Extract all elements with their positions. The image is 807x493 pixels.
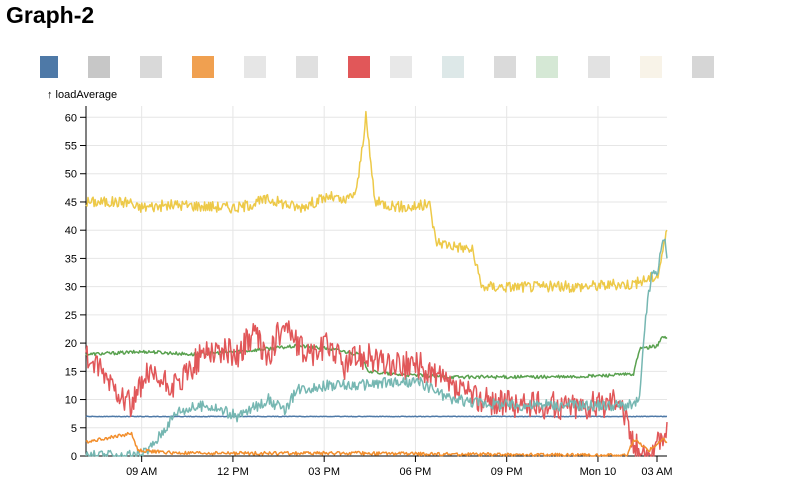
series-line xyxy=(85,431,668,457)
page-title: Graph-2 xyxy=(6,2,95,28)
y-tick-label: 55 xyxy=(65,141,77,153)
series-line xyxy=(85,238,668,457)
series-line xyxy=(85,110,668,294)
y-tick-label: 20 xyxy=(65,338,77,350)
legend-swatch xyxy=(244,56,266,78)
series-line xyxy=(85,415,668,418)
series-line xyxy=(85,320,668,457)
y-tick-label: 35 xyxy=(65,253,77,265)
x-tick-label: 03 PM xyxy=(308,466,340,478)
x-tick-label: 09 AM xyxy=(126,466,157,478)
legend-strip xyxy=(40,56,780,80)
y-tick-label: 40 xyxy=(65,225,77,237)
legend-swatch xyxy=(40,56,58,78)
x-tick-label: 06 PM xyxy=(400,466,432,478)
x-axis: 09 AM 12 PM 03 PM 06 PM 09 PM Mon 10 03 AM xyxy=(86,455,673,478)
y-tick-label: 15 xyxy=(65,366,77,378)
y-tick-label: 5 xyxy=(71,423,77,435)
legend-swatch xyxy=(442,56,464,78)
y-axis: 0 5 10 15 20 25 30 35 40 45 50 55 60 xyxy=(65,106,87,463)
legend-swatch xyxy=(390,56,412,78)
x-tick-label: 12 PM xyxy=(217,466,249,478)
legend-swatch xyxy=(536,56,558,78)
y-tick-label: 25 xyxy=(65,310,77,322)
legend-swatch xyxy=(640,56,662,78)
series-layer xyxy=(85,110,668,457)
y-tick-label: 10 xyxy=(65,395,77,407)
legend-swatch xyxy=(140,56,162,78)
x-tick-label: 09 PM xyxy=(491,466,523,478)
x-tick-label: Mon 10 xyxy=(580,466,617,478)
legend-swatch xyxy=(192,56,214,78)
series-line xyxy=(85,335,668,380)
y-tick-label: 30 xyxy=(65,282,77,294)
y-tick-label: 0 xyxy=(71,451,77,463)
y-axis-label: ↑ loadAverage xyxy=(47,89,117,101)
legend-swatch xyxy=(348,56,370,78)
legend-swatch xyxy=(692,56,714,78)
x-tick-label: 03 AM xyxy=(641,466,672,478)
y-tick-label: 60 xyxy=(65,112,77,124)
y-tick-label: 50 xyxy=(65,169,77,181)
y-tick-label: 45 xyxy=(65,197,77,209)
legend-swatch xyxy=(494,56,516,78)
legend-swatch xyxy=(588,56,610,78)
legend-swatch xyxy=(296,56,318,78)
legend-swatch xyxy=(88,56,110,78)
